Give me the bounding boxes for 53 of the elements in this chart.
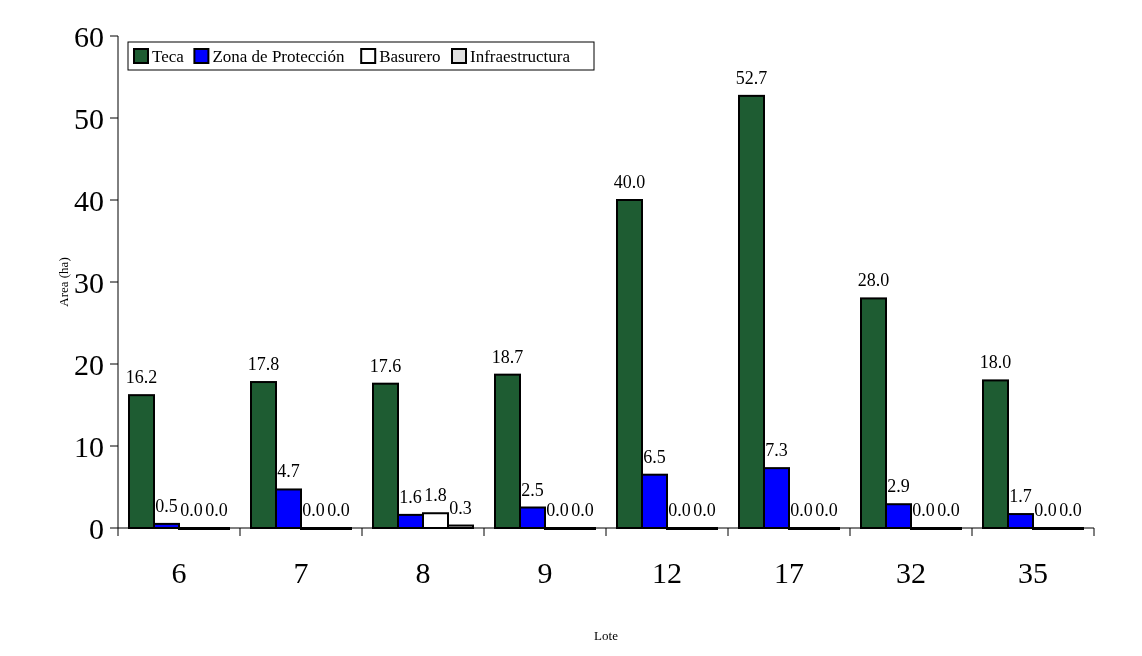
data-label: 17.6 [369, 355, 402, 376]
data-label: 0.3 [449, 497, 472, 518]
data-label: 16.2 [125, 367, 158, 388]
x-axis-title: Lote [594, 628, 619, 643]
data-label: 0.0 [912, 500, 935, 520]
data-label: 1.6 [399, 486, 422, 507]
x-tick-label: 35 [1018, 556, 1048, 589]
x-tick-label: 9 [537, 556, 553, 589]
x-tick-label: 12 [652, 556, 682, 589]
data-label: 0.0 [815, 500, 838, 520]
data-label: 0.0 [180, 500, 203, 520]
y-tick-label: 30 [74, 265, 104, 299]
data-label: 0.0 [546, 500, 569, 520]
x-tick-label: 7 [293, 556, 309, 589]
data-label: 0.0 [790, 500, 813, 520]
y-axis-title: Area (ha) [56, 257, 71, 307]
x-tick-label: 8 [415, 556, 431, 589]
data-label: 0.0 [571, 500, 594, 520]
data-label: 0.0 [693, 500, 716, 520]
x-tick-label: 17 [774, 556, 804, 589]
data-label: 0.0 [1034, 500, 1057, 520]
legend-label: Zona de Protección [212, 46, 346, 66]
data-label: 0.0 [937, 500, 960, 520]
y-tick-label: 20 [74, 347, 104, 381]
data-label: 0.5 [155, 495, 178, 516]
legend-label: Teca [152, 46, 185, 66]
x-tick-label: 6 [171, 556, 187, 589]
data-label: 0.0 [205, 500, 228, 520]
x-tick-label: 32 [896, 556, 926, 589]
data-label: 18.7 [491, 346, 524, 367]
y-tick-label: 0 [89, 511, 104, 545]
legend-label: Basurero [379, 46, 441, 66]
data-label: 0.0 [302, 500, 325, 520]
data-label: 0.0 [668, 500, 691, 520]
y-tick-label: 10 [74, 429, 104, 463]
data-label: 4.7 [277, 461, 300, 482]
data-label: 28.0 [857, 270, 890, 291]
data-label: 7.3 [765, 440, 788, 461]
data-label: 2.5 [521, 479, 544, 500]
data-label: 0.0 [1059, 500, 1082, 520]
data-label: 1.7 [1009, 486, 1032, 507]
data-label: 40.0 [613, 172, 646, 192]
data-label: 6.5 [643, 446, 666, 467]
y-tick-label: 40 [74, 183, 104, 217]
y-tick-label: 50 [74, 101, 104, 135]
data-label: 1.8 [424, 485, 447, 506]
legend-label: Infraestructura [470, 46, 571, 66]
data-label: 0.0 [327, 500, 350, 520]
y-tick-label: 60 [74, 19, 104, 53]
data-label: 2.9 [887, 476, 910, 497]
data-label: 52.7 [735, 67, 768, 88]
data-label: 18.0 [979, 352, 1012, 373]
data-label: 17.8 [247, 354, 280, 375]
